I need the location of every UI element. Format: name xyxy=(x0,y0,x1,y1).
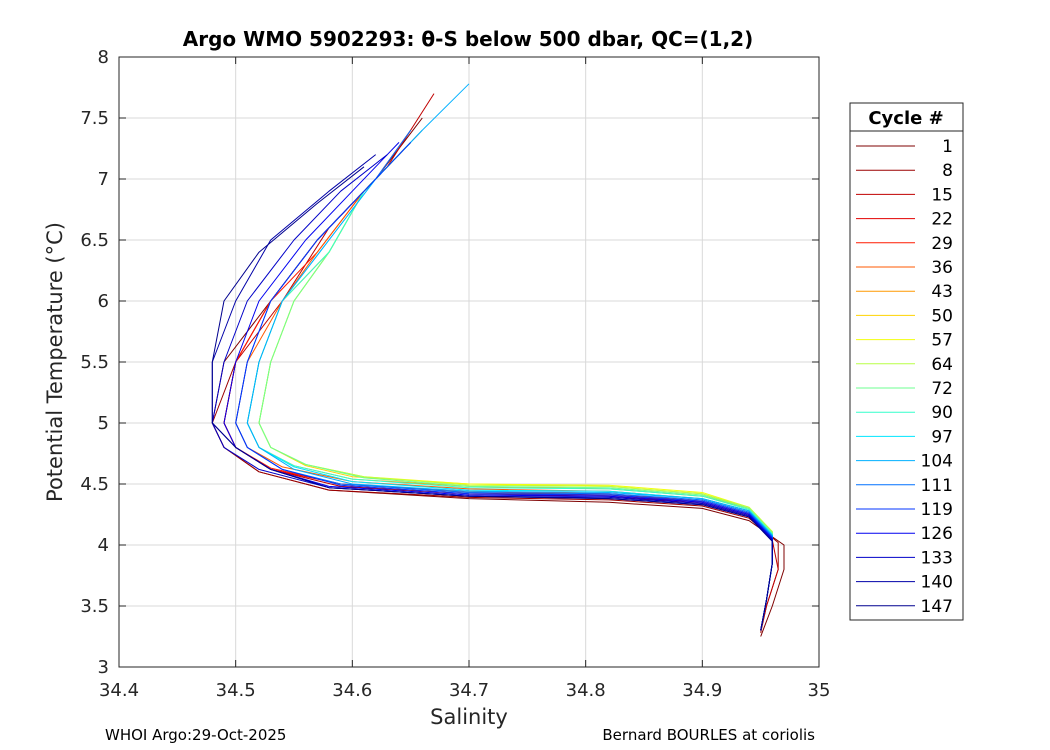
y-axis-label: Potential Temperature (°C) xyxy=(43,222,67,502)
y-tick-label: 6 xyxy=(98,291,109,312)
y-tick-labels: 3 3.5 4 4.5 5 5.5 6 6.5 7 7.5 8 xyxy=(80,47,109,678)
series-line-cycle-15 xyxy=(223,93,779,631)
axis-ticks xyxy=(118,56,820,668)
x-tick-label: 34.8 xyxy=(566,680,606,701)
y-tick-label: 7 xyxy=(98,169,109,190)
legend-label-147: 147 xyxy=(921,597,953,617)
x-tick-label: 35 xyxy=(808,680,831,701)
x-tick-label: 34.7 xyxy=(449,680,489,701)
x-tick-label: 34.5 xyxy=(216,680,256,701)
x-tick-labels: 34.4 34.5 34.6 34.7 34.8 34.9 35 xyxy=(99,680,830,701)
y-tick-label: 3.5 xyxy=(80,596,109,617)
legend-label-50: 50 xyxy=(931,306,953,326)
legend-label-1: 1 xyxy=(942,137,953,157)
x-tick-label: 34.6 xyxy=(332,680,372,701)
legend-label-15: 15 xyxy=(931,185,953,205)
legend-label-126: 126 xyxy=(921,524,953,544)
x-tick-label: 34.9 xyxy=(682,680,722,701)
legend-label-8: 8 xyxy=(942,161,953,181)
legend-label-90: 90 xyxy=(931,403,953,423)
footer-credit: Bernard BOURLES at coriolis xyxy=(602,726,815,744)
legend-label-43: 43 xyxy=(931,282,953,302)
legend-label-36: 36 xyxy=(931,258,953,278)
legend-label-97: 97 xyxy=(931,427,953,447)
legend-box xyxy=(849,102,964,621)
x-tick-label: 34.4 xyxy=(99,680,139,701)
legend-label-64: 64 xyxy=(931,355,953,375)
y-tick-label: 4.5 xyxy=(80,474,109,495)
chart-title: Argo WMO 5902293: θ-S below 500 dbar, QC… xyxy=(183,27,753,51)
legend-label-29: 29 xyxy=(931,234,953,254)
legend-label-133: 133 xyxy=(921,548,953,568)
legend-label-72: 72 xyxy=(931,379,953,399)
y-tick-label: 6.5 xyxy=(80,230,109,251)
legend-title: Cycle # xyxy=(868,108,943,129)
legend-label-57: 57 xyxy=(931,331,953,351)
footer-source: WHOI Argo:29-Oct-2025 xyxy=(105,726,287,744)
y-tick-label: 5.5 xyxy=(80,352,109,373)
series-lines xyxy=(211,83,785,637)
x-axis-label: Salinity xyxy=(430,705,508,729)
legend-label-140: 140 xyxy=(921,573,953,593)
legend: Cycle # 1 8 15 22 29 36 43 50 57 64 72 90 97 104 111 11… xyxy=(849,102,964,621)
legend-label-104: 104 xyxy=(921,452,953,472)
series-line-cycle-147 xyxy=(211,166,773,631)
legend-label-22: 22 xyxy=(931,210,953,230)
y-tick-label: 5 xyxy=(98,413,109,434)
legend-label-119: 119 xyxy=(921,500,953,520)
y-tick-label: 7.5 xyxy=(80,108,109,129)
y-tick-label: 8 xyxy=(98,47,109,68)
legend-entries: 1 8 15 22 29 36 43 50 57 64 72 90 97 104 111 119 126 133 1… xyxy=(856,137,953,617)
y-tick-label: 4 xyxy=(98,535,109,556)
legend-label-111: 111 xyxy=(921,476,953,496)
y-tick-label: 3 xyxy=(98,657,109,678)
